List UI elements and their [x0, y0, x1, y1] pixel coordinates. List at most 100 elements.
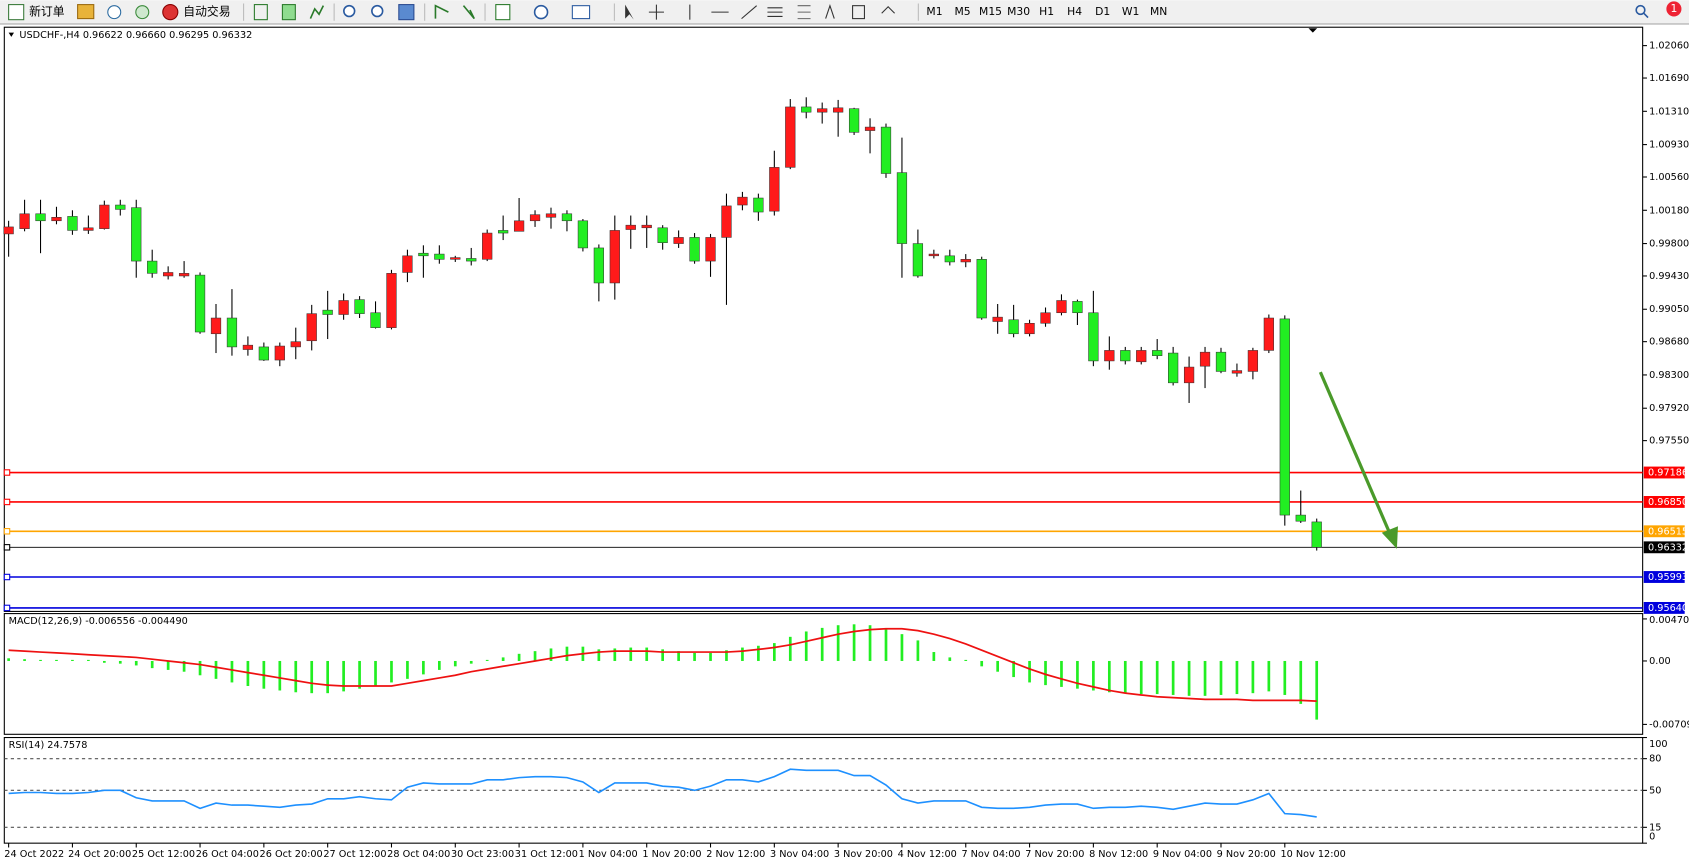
y-tick-label: 15: [1649, 822, 1661, 833]
level-handle: [3, 498, 11, 506]
candle-body: [450, 257, 461, 260]
channel-tool[interactable]: [767, 7, 783, 17]
y-tick-label: 0.004703: [1649, 615, 1689, 626]
icon[interactable]: [309, 5, 325, 19]
text-tool[interactable]: [825, 3, 835, 19]
trend-arrow: [1318, 371, 1398, 549]
price-label-box: [1643, 541, 1685, 554]
x-tick-label: 30 Oct 23:00: [451, 849, 514, 860]
icon[interactable]: [434, 4, 449, 19]
candle-body: [1168, 352, 1179, 384]
cursor-tool[interactable]: [625, 4, 634, 20]
candle-body: [210, 317, 222, 335]
timeframe-button[interactable]: M15: [979, 5, 1002, 18]
candle-body: [386, 273, 397, 328]
timeframe-button[interactable]: M1: [926, 5, 942, 18]
icon[interactable]: [77, 4, 95, 20]
icon[interactable]: [398, 4, 415, 21]
icon[interactable]: [495, 4, 511, 21]
arrow-shaft: [1318, 371, 1392, 536]
y-tick-label: 1.02060: [1649, 41, 1689, 52]
icon[interactable]: [253, 4, 268, 21]
candle-body: [960, 259, 971, 263]
plots: 1.02060 1.01690 1.01310 1.00930 1.00560 1.001…: [3, 41, 1689, 860]
auto-trading-icon: [162, 4, 179, 21]
x-tick-label: 26 Oct 04:00: [196, 849, 259, 860]
icon[interactable]: [533, 4, 549, 20]
y-tick-label: 0.98300: [1649, 370, 1689, 381]
candle-body: [1120, 350, 1131, 362]
price-label: 0.95993: [1648, 572, 1688, 583]
candle-body: [513, 220, 525, 232]
zoom-out[interactable]: [371, 4, 384, 18]
trendline-tool[interactable]: [741, 5, 758, 20]
timeframe-button[interactable]: H1: [1039, 5, 1054, 18]
candle-body: [226, 317, 238, 348]
candle-body: [880, 126, 892, 174]
candle-body: [3, 226, 14, 235]
timeframes: M1 M5 M15 M30 H1 H4 D1 W1 MN: [926, 5, 1167, 18]
x-tick-label: 1 Nov 04:00: [579, 849, 638, 860]
notification-badge[interactable]: [1666, 1, 1682, 17]
candle-body: [1263, 317, 1274, 351]
candle-body: [1008, 319, 1019, 335]
fibo-tool[interactable]: [797, 5, 811, 20]
candle-body: [705, 237, 716, 262]
new-order-icon: [8, 4, 25, 21]
y-tick-label: 80: [1649, 754, 1661, 765]
timeframe-button[interactable]: MN: [1150, 5, 1167, 18]
candle-body: [1024, 322, 1035, 335]
candle-body: [801, 106, 812, 113]
crosshair-tool[interactable]: [648, 4, 664, 20]
x-tick-label: 26 Oct 20:00: [260, 849, 323, 860]
price-label-box: [1643, 496, 1685, 508]
candle-body: [402, 255, 413, 273]
candle-body: [992, 316, 1003, 322]
icon[interactable]: [281, 4, 296, 21]
zoom-in[interactable]: [343, 4, 356, 18]
x-tick-label: 9 Nov 04:00: [1153, 849, 1212, 860]
icon[interactable]: [462, 5, 475, 20]
candle-body: [848, 108, 860, 133]
auto-trading-button[interactable]: 自动交易: [162, 4, 231, 21]
candle-body: [785, 106, 796, 168]
candle-body: [67, 216, 78, 231]
y-tick-label: 100: [1649, 739, 1668, 750]
icon[interactable]: [135, 5, 150, 20]
x-tick-label: 24 Oct 2022: [4, 849, 64, 860]
search[interactable]: [1635, 4, 1646, 16]
y-tick-label: 0.99800: [1649, 239, 1689, 250]
candle-body: [1247, 350, 1259, 372]
y-tick-label: 1.00930: [1649, 140, 1689, 151]
x-tick-label: 27 Oct 12:00: [323, 849, 386, 860]
new-order-button[interactable]: 新订单: [8, 4, 65, 21]
x-tick-label: 25 Oct 12:00: [132, 849, 195, 860]
timeframe-button[interactable]: M5: [954, 5, 970, 18]
candle-body: [737, 196, 748, 206]
candle-body: [83, 227, 94, 231]
candle-body: [354, 299, 365, 314]
label-tool[interactable]: [852, 5, 865, 20]
candle-body: [577, 220, 589, 249]
candle-body: [673, 237, 684, 244]
candle-body: [529, 214, 541, 222]
candle-body: [338, 300, 349, 315]
x-tick-label: 28 Oct 04:00: [387, 849, 450, 860]
candle-body: [561, 213, 573, 222]
level-handle: [3, 604, 11, 612]
timeframe-button[interactable]: H4: [1067, 5, 1082, 18]
macd-title: MACD(12,26,9) -0.006556 -0.004490: [9, 616, 188, 627]
icon[interactable]: [571, 5, 591, 20]
y-tick-label: 0.99430: [1649, 271, 1689, 282]
x-tick-label: 9 Nov 20:00: [1217, 849, 1276, 860]
candle-body: [306, 313, 317, 342]
candle-body: [657, 227, 668, 243]
timeframe-button[interactable]: D1: [1095, 5, 1110, 18]
candle-body: [19, 213, 30, 229]
level-handle: [3, 544, 11, 551]
timeframe-button[interactable]: M30: [1007, 5, 1030, 18]
timeframe-button[interactable]: W1: [1122, 5, 1140, 18]
auto-trading-label: 自动交易: [183, 5, 230, 19]
shapes-tool[interactable]: [881, 5, 896, 14]
icon[interactable]: [107, 5, 122, 20]
